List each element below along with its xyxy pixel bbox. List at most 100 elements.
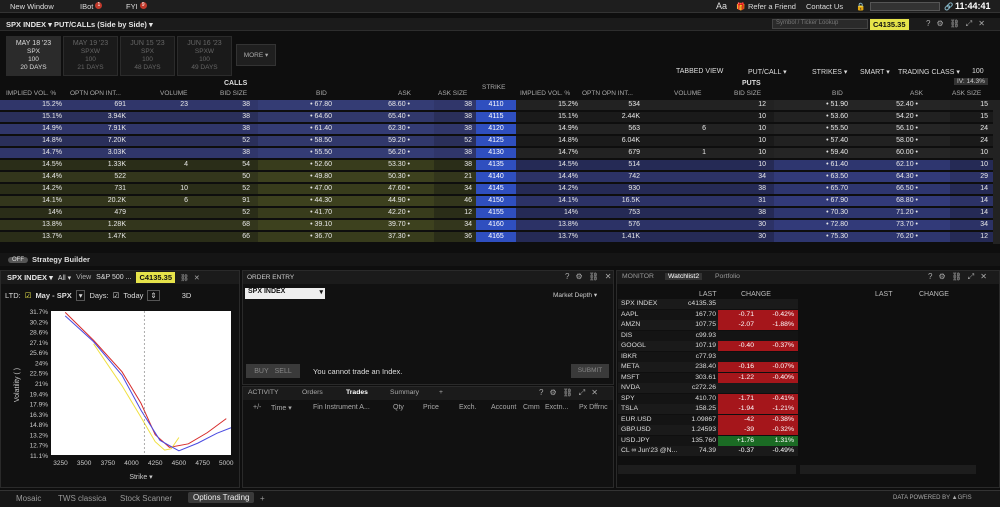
expiry-tab[interactable]: MAY 18 '23 SPX 100 20 DAYS xyxy=(6,36,61,76)
put-pask[interactable]: 64.30 • xyxy=(896,173,918,180)
link-icon[interactable]: ⛓ xyxy=(949,19,960,28)
watchlist-row[interactable]: META 238.40 -0.16 -0.07% xyxy=(618,362,798,372)
col-last-2[interactable]: LAST xyxy=(875,291,893,298)
put-pbid[interactable]: • 59.40 xyxy=(826,149,848,156)
expiry-tab[interactable]: JUN 15 '23 SPX 100 48 DAYS xyxy=(120,36,175,76)
col-strike[interactable]: STRIKE xyxy=(482,84,506,91)
ticker-symbol[interactable]: GOOGL xyxy=(621,342,646,349)
activity-col[interactable]: Px Dffrnc xyxy=(579,404,608,411)
submit-button[interactable]: SUBMIT xyxy=(571,364,609,378)
watchlist-row[interactable]: SPX INDEX c4135.35 xyxy=(618,299,798,309)
put-call-dropdown[interactable]: PUT/CALL ▾ xyxy=(748,69,787,76)
expand-icon[interactable]: ⤢ xyxy=(578,388,586,397)
activity-col[interactable]: Qty xyxy=(393,404,404,411)
buy-sell-button[interactable]: BUY SELL xyxy=(246,364,300,378)
col-ask-size[interactable]: ASK SIZE xyxy=(438,90,468,97)
ticker-symbol[interactable]: SPX INDEX xyxy=(621,300,658,307)
ticker-symbol[interactable]: EUR.USD xyxy=(621,415,652,423)
activity-col[interactable]: Exctn... xyxy=(545,404,569,411)
layout-tab[interactable]: TWS classica xyxy=(58,494,107,503)
ticker-symbol[interactable]: TSLA xyxy=(621,405,638,412)
symbol-lookup-input[interactable]: Symbol / Ticker Lookup xyxy=(772,19,868,29)
put-pbid[interactable]: • 67.90 xyxy=(826,197,848,204)
put-pask[interactable]: 71.20 • xyxy=(896,209,918,216)
days-stepper[interactable]: ⇕ xyxy=(147,289,160,301)
call-cask[interactable]: 68.60 • xyxy=(388,101,410,108)
watchlist-row[interactable]: EUR.USD 1.09867 -42 -0.38% xyxy=(618,414,798,425)
layout-tab[interactable]: Stock Scanner xyxy=(120,494,173,503)
watchlist-row[interactable]: CL ∞ Jun'23 @N... 74.39 -0.37 -0.49% xyxy=(618,446,798,456)
close-icon[interactable]: ✕ xyxy=(978,19,985,28)
contact-us-link[interactable]: Contact Us xyxy=(806,2,844,11)
vol-all-dropdown[interactable]: All ▾ xyxy=(57,274,72,282)
option-chain-title[interactable]: SPX INDEX ▾ PUT/CALLs (Side by Side) ▾ xyxy=(6,19,153,29)
watchlist-row[interactable]: NVDA c272.26 xyxy=(618,383,798,393)
watchlist-row[interactable]: SPY 410.70 -1.71 -0.41% xyxy=(618,393,798,404)
ticker-symbol[interactable]: AMZN xyxy=(621,321,641,328)
expand-icon[interactable]: ⤢ xyxy=(965,19,973,28)
new-window-menu[interactable]: New Window xyxy=(10,2,54,11)
expiry-tab[interactable]: MAY 19 '23 SPXW 100 21 DAYS xyxy=(63,36,118,76)
gear-icon[interactable]: ⚙ xyxy=(936,19,944,28)
lock-icon[interactable]: 🔒 xyxy=(856,2,866,11)
call-cbid[interactable]: • 49.80 xyxy=(310,173,332,180)
call-cask[interactable]: 53.30 • xyxy=(388,161,410,168)
call-cbid[interactable]: • 36.70 xyxy=(310,233,332,240)
activity-col[interactable]: Account xyxy=(491,404,517,411)
call-cbid[interactable]: • 61.40 xyxy=(310,125,332,132)
ticker-symbol[interactable]: MSFT xyxy=(621,373,640,381)
gear-icon[interactable]: ⚙ xyxy=(549,388,557,397)
ltd-value[interactable]: May - SPX xyxy=(35,290,72,300)
col-put-bid[interactable]: BID xyxy=(832,90,843,97)
put-pask[interactable]: 60.00 • xyxy=(896,149,918,156)
activity-col[interactable]: +/- xyxy=(253,404,262,411)
expand-icon[interactable]: ⤢ xyxy=(967,272,975,281)
watchlist-row[interactable]: GBP.USD 1.24593 -39 -0.32% xyxy=(618,425,798,435)
vol-view-link[interactable]: View xyxy=(76,274,92,281)
put-pbid[interactable]: • 53.60 xyxy=(826,113,848,120)
layout-tab[interactable]: + xyxy=(260,494,265,503)
watchlist-row[interactable]: IBKR c77.93 xyxy=(618,351,798,362)
chain-row[interactable]: 14% 479 52 • 41.70 42.20 • 12 14% 753 38 • 70.30 7… xyxy=(0,208,993,218)
put-pbid[interactable]: • 61.40 xyxy=(826,161,848,168)
fyi-menu[interactable]: FYI 9 xyxy=(126,2,147,11)
help-icon[interactable]: ? xyxy=(928,272,933,281)
col-ask[interactable]: ASK xyxy=(398,90,412,97)
watchlist-empty-row[interactable] xyxy=(618,465,796,474)
col-put-ask-size[interactable]: ASK SIZE xyxy=(952,90,982,97)
put-pask[interactable]: 68.80 • xyxy=(896,197,918,204)
call-cbid[interactable]: • 58.50 xyxy=(310,137,332,144)
col-put-open-interest[interactable]: OPTN OPN INT... xyxy=(582,90,633,97)
activity-tab[interactable]: + xyxy=(439,389,443,396)
help-icon[interactable]: ? xyxy=(926,19,931,28)
ticker-symbol[interactable]: GBP.USD xyxy=(621,426,651,433)
call-cask[interactable]: 47.60 • xyxy=(388,185,410,192)
refer-friend-link[interactable]: Refer a Friend xyxy=(748,2,796,11)
col-bid-size[interactable]: BID SIZE xyxy=(220,90,248,97)
ticker-symbol[interactable]: SPY xyxy=(621,394,635,402)
strikes-dropdown[interactable]: STRIKES ▾ xyxy=(812,69,848,76)
put-pask[interactable]: 66.50 • xyxy=(896,185,918,192)
call-cask[interactable]: 44.90 • xyxy=(388,197,410,204)
put-pbid[interactable]: • 75.30 xyxy=(826,233,848,240)
chain-row[interactable]: 14.2% 731 10 52 • 47.00 47.60 • 34 14.2% 930 38 • … xyxy=(0,184,993,194)
watchlist-row[interactable]: DIS c99.93 xyxy=(618,330,798,341)
ticker-symbol[interactable]: AAPL xyxy=(621,310,639,318)
put-pbid[interactable]: • 70.30 xyxy=(826,209,848,216)
activity-col[interactable]: Time ▾ xyxy=(271,405,292,412)
buy-label[interactable]: BUY xyxy=(254,367,269,375)
call-cbid[interactable]: • 44.30 xyxy=(310,197,332,204)
monitor-tab[interactable]: Watchlist2 xyxy=(665,273,703,280)
more-expiries-button[interactable]: MORE ▾ xyxy=(236,44,276,66)
col-put-implied-vol[interactable]: IMPLIED VOL. % xyxy=(520,90,571,97)
help-icon[interactable]: ? xyxy=(539,388,544,397)
chain-row[interactable]: 15.1% 3.94K 38 • 64.60 65.40 • 38 15.1% 2.44K 10… xyxy=(0,112,993,122)
put-pask[interactable]: 56.10 • xyxy=(896,125,918,132)
call-cask[interactable]: 50.30 • xyxy=(388,173,410,180)
ticker-symbol[interactable]: IBKR xyxy=(621,352,637,360)
call-cbid[interactable]: • 67.80 xyxy=(310,101,332,108)
col-bid[interactable]: BID xyxy=(316,90,327,97)
watchlist-row[interactable]: GOOGL 107.19 -0.40 -0.37% xyxy=(618,341,798,351)
today-checkbox[interactable]: ☑ xyxy=(112,290,120,300)
chain-row[interactable]: 15.2% 691 23 38 • 67.80 68.60 • 38 15.2% 534 12 • … xyxy=(0,100,993,110)
